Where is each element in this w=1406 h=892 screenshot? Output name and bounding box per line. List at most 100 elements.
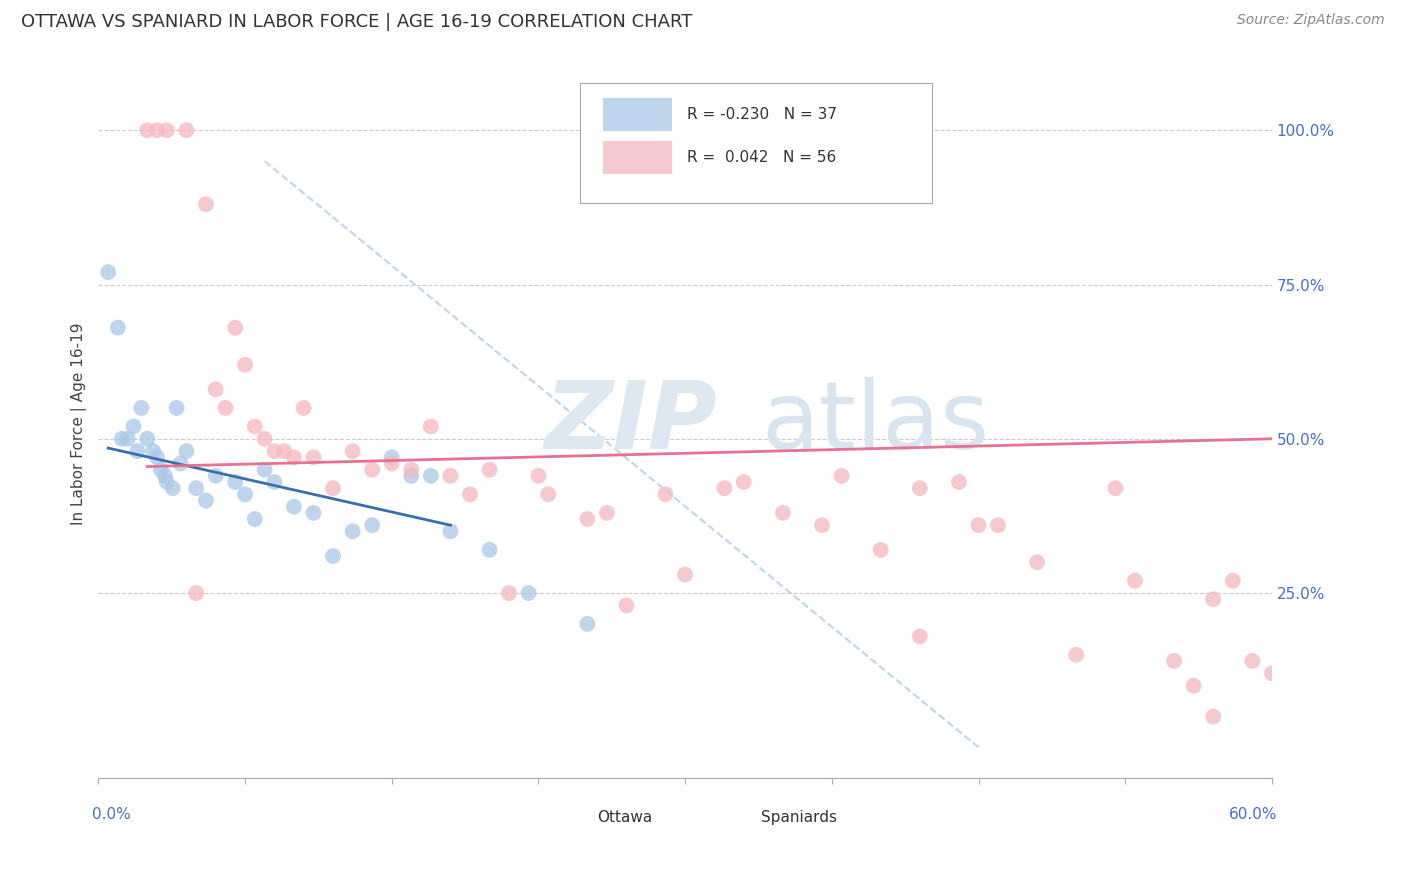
Point bbox=[1182, 679, 1205, 693]
Point bbox=[1104, 481, 1126, 495]
Point bbox=[233, 487, 256, 501]
Text: Spaniards: Spaniards bbox=[762, 810, 838, 825]
Point bbox=[263, 475, 285, 489]
Point bbox=[283, 450, 305, 465]
Point bbox=[733, 475, 755, 489]
Point bbox=[204, 468, 226, 483]
Point bbox=[122, 419, 145, 434]
Point bbox=[576, 616, 599, 631]
Point bbox=[146, 450, 169, 465]
Point bbox=[458, 487, 481, 501]
Point bbox=[1261, 666, 1284, 681]
FancyBboxPatch shape bbox=[541, 805, 588, 830]
Point bbox=[772, 506, 794, 520]
Point bbox=[224, 475, 246, 489]
Point bbox=[439, 468, 461, 483]
Point bbox=[149, 463, 172, 477]
Point bbox=[176, 444, 198, 458]
Point bbox=[273, 444, 295, 458]
Point bbox=[97, 265, 120, 279]
Point bbox=[1066, 648, 1088, 662]
Point bbox=[243, 419, 266, 434]
Point bbox=[401, 463, 423, 477]
Point bbox=[166, 401, 188, 415]
Point bbox=[342, 524, 364, 539]
Text: R =  0.042   N = 56: R = 0.042 N = 56 bbox=[688, 150, 837, 165]
Point bbox=[322, 481, 344, 495]
Point bbox=[831, 468, 853, 483]
Point bbox=[478, 463, 501, 477]
Point bbox=[361, 518, 384, 533]
Point bbox=[576, 512, 599, 526]
Point bbox=[811, 518, 834, 533]
Point bbox=[967, 518, 990, 533]
Point bbox=[194, 493, 217, 508]
Point bbox=[1222, 574, 1244, 588]
Point bbox=[361, 463, 384, 477]
Point bbox=[263, 444, 285, 458]
Point bbox=[342, 444, 364, 458]
Point bbox=[214, 401, 236, 415]
Point bbox=[948, 475, 970, 489]
Point bbox=[142, 444, 165, 458]
FancyBboxPatch shape bbox=[579, 83, 932, 203]
Text: ZIP: ZIP bbox=[544, 377, 717, 469]
Point bbox=[616, 599, 638, 613]
Point bbox=[302, 450, 325, 465]
FancyBboxPatch shape bbox=[603, 98, 672, 131]
Point bbox=[136, 123, 159, 137]
Point bbox=[1163, 654, 1185, 668]
Point bbox=[673, 567, 696, 582]
Point bbox=[107, 320, 129, 334]
Point bbox=[517, 586, 540, 600]
Point bbox=[401, 468, 423, 483]
Text: atlas: atlas bbox=[762, 377, 990, 469]
Point bbox=[224, 320, 246, 334]
Text: Source: ZipAtlas.com: Source: ZipAtlas.com bbox=[1237, 13, 1385, 28]
Point bbox=[987, 518, 1010, 533]
Point bbox=[381, 457, 404, 471]
Point bbox=[146, 123, 169, 137]
Point bbox=[869, 542, 891, 557]
Point bbox=[1202, 709, 1225, 723]
Point bbox=[322, 549, 344, 563]
Point bbox=[176, 123, 198, 137]
Text: 0.0%: 0.0% bbox=[93, 806, 131, 822]
Point bbox=[283, 500, 305, 514]
Text: OTTAWA VS SPANIARD IN LABOR FORCE | AGE 16-19 CORRELATION CHART: OTTAWA VS SPANIARD IN LABOR FORCE | AGE … bbox=[21, 13, 693, 31]
Point bbox=[162, 481, 184, 495]
Point bbox=[498, 586, 520, 600]
Point bbox=[1241, 654, 1264, 668]
Point bbox=[908, 481, 931, 495]
Point bbox=[233, 358, 256, 372]
Point bbox=[117, 432, 139, 446]
Point bbox=[654, 487, 676, 501]
Point bbox=[596, 506, 619, 520]
Point bbox=[527, 468, 550, 483]
Point bbox=[169, 457, 191, 471]
Point bbox=[908, 629, 931, 643]
Point bbox=[127, 444, 149, 458]
Point bbox=[194, 197, 217, 211]
Point bbox=[153, 468, 176, 483]
Point bbox=[204, 383, 226, 397]
Y-axis label: In Labor Force | Age 16-19: In Labor Force | Age 16-19 bbox=[72, 322, 87, 524]
Point bbox=[713, 481, 735, 495]
Point bbox=[537, 487, 560, 501]
Point bbox=[1123, 574, 1146, 588]
Point bbox=[419, 419, 441, 434]
Point bbox=[111, 432, 134, 446]
Point bbox=[253, 432, 276, 446]
Point bbox=[243, 512, 266, 526]
Point bbox=[131, 401, 153, 415]
Text: Ottawa: Ottawa bbox=[598, 810, 652, 825]
FancyBboxPatch shape bbox=[603, 141, 672, 174]
Point bbox=[186, 586, 208, 600]
Point bbox=[1026, 555, 1049, 569]
FancyBboxPatch shape bbox=[706, 805, 752, 830]
Text: R = -0.230   N = 37: R = -0.230 N = 37 bbox=[688, 107, 838, 122]
Point bbox=[136, 432, 159, 446]
Point bbox=[439, 524, 461, 539]
Point bbox=[292, 401, 315, 415]
Point bbox=[186, 481, 208, 495]
